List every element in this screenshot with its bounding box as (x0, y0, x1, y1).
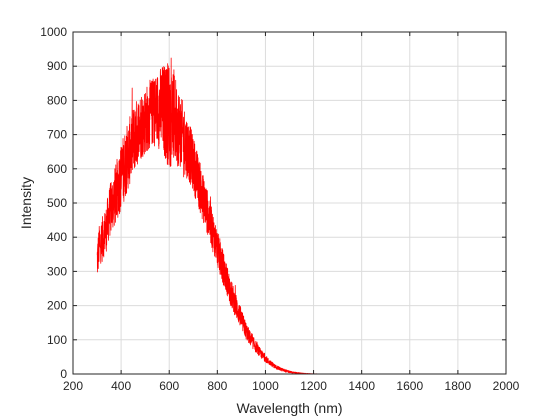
x-tick-label: 800 (207, 379, 227, 393)
grid-lines (72, 31, 507, 375)
x-tick-label: 1400 (348, 379, 375, 393)
x-tick-label: 1000 (252, 379, 279, 393)
y-tick-label: 1000 (40, 25, 67, 39)
y-tick-label: 400 (47, 230, 67, 244)
y-tick-label: 0 (60, 367, 67, 381)
x-tick-label: 200 (63, 379, 83, 393)
x-tick-label: 2000 (493, 379, 520, 393)
y-tick-label: 600 (47, 162, 67, 176)
y-tick-label: 800 (47, 93, 67, 107)
x-tick-label: 600 (159, 379, 179, 393)
x-tick-label: 1800 (445, 379, 472, 393)
x-tick-labels: 200 400 600 800 1000 1200 1400 1600 1800 2000 (63, 379, 520, 393)
x-tick-label: 1200 (300, 379, 327, 393)
x-axis-label: Wavelength (nm) (236, 400, 342, 416)
y-axis-label: Intensity (18, 177, 34, 229)
y-tick-labels: 0 100 200 300 400 500 600 700 800 900 1000 (40, 25, 67, 381)
y-tick-label: 900 (47, 59, 67, 73)
tick-marks (72, 31, 507, 375)
y-tick-label: 100 (47, 333, 67, 347)
y-tick-label: 700 (47, 128, 67, 142)
x-tick-label: 400 (111, 379, 131, 393)
y-tick-label: 300 (47, 264, 67, 278)
y-tick-label: 200 (47, 299, 67, 313)
x-tick-label: 1600 (396, 379, 423, 393)
y-tick-label: 500 (47, 196, 67, 210)
